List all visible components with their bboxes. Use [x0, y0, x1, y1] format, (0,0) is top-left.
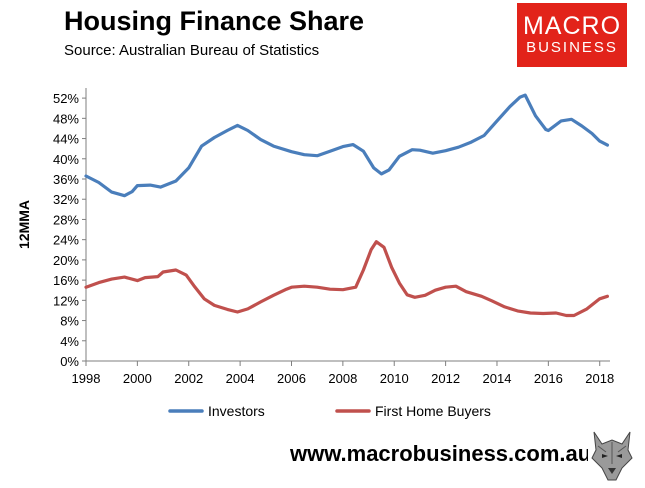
logo-line-business: BUSINESS [526, 39, 618, 56]
legend-label: Investors [208, 403, 265, 419]
x-tick-label: 2004 [226, 371, 255, 386]
series-line-first-home-buyers [84, 240, 609, 318]
y-tick-label: 4% [60, 334, 79, 349]
y-tick-label: 44% [53, 132, 79, 147]
y-tick-label: 24% [53, 233, 79, 248]
chart-title: Housing Finance Share [64, 6, 365, 36]
housing-finance-chart: 0% 4% 8% 12% 16% 20% 24% 28% 32% 36% 40% 44% 48% 52% 1… [16, 88, 614, 419]
x-tick-label: 2006 [277, 371, 306, 386]
x-tick-label: 2012 [431, 371, 460, 386]
wolf-icon [588, 428, 636, 482]
x-tick-label: 2018 [585, 371, 614, 386]
series-line-investors [84, 93, 609, 198]
y-tick-label: 28% [53, 212, 79, 227]
logo-line-macro: MACRO [522, 12, 622, 40]
x-tick-label: 2016 [534, 371, 563, 386]
y-axis-label: 12MMA [16, 200, 32, 249]
macrobusiness-logo: MACRO BUSINESS [517, 3, 627, 67]
website-url: www.macrobusiness.com.au [290, 441, 592, 466]
y-tick-label: 48% [53, 111, 79, 126]
y-tick-label: 0% [60, 354, 79, 369]
x-tick-label: 2008 [328, 371, 357, 386]
x-tick-label: 2000 [123, 371, 152, 386]
y-tick-label: 8% [60, 314, 79, 329]
y-tick-label: 32% [53, 192, 79, 207]
y-tick-label: 20% [53, 253, 79, 268]
x-tick-label: 1998 [72, 371, 101, 386]
x-tick-label: 2014 [483, 371, 512, 386]
legend-label: First Home Buyers [375, 403, 491, 419]
y-tick-label: 40% [53, 152, 79, 167]
x-tick-label: 2002 [174, 371, 203, 386]
y-tick-label: 16% [53, 273, 79, 288]
chart-source: Source: Australian Bureau of Statistics [64, 42, 320, 59]
y-tick-label: 36% [53, 172, 79, 187]
y-tick-label: 12% [53, 293, 79, 308]
y-tick-label: 52% [53, 91, 79, 106]
x-tick-label: 2010 [380, 371, 409, 386]
